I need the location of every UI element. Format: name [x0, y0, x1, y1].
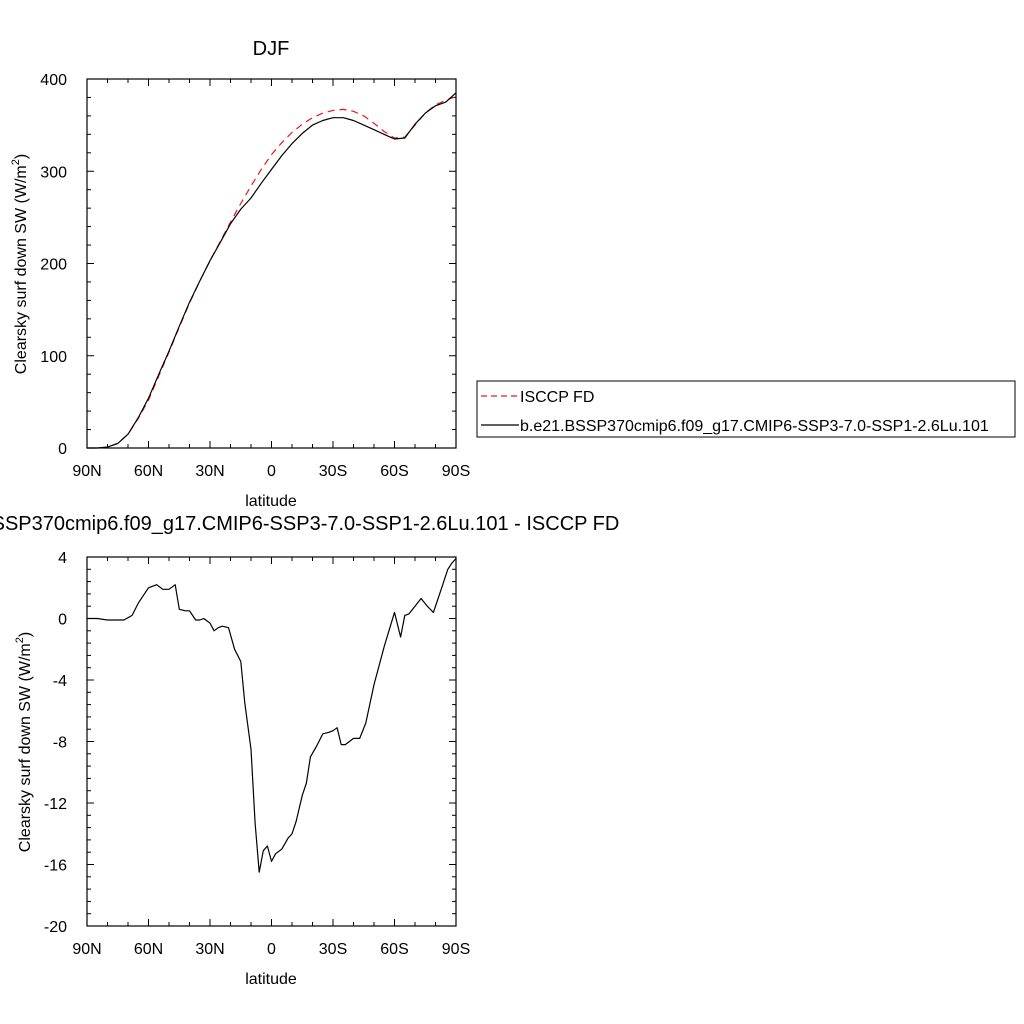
top-plot-frame	[86, 78, 457, 449]
top-x-tick-label: 0	[267, 463, 276, 480]
top-y-axis-label: Clearsky surf down SW (W/m2)	[10, 154, 30, 374]
legend-label-model: b.e21.BSSP370cmip6.f09_g17.CMIP6-SSP3-7.…	[520, 418, 989, 435]
top-series-layer	[87, 92, 457, 449]
top-x-tick-label: 30N	[195, 463, 224, 480]
bottom-series-layer	[87, 558, 457, 873]
legend: ISCCP FD b.e21.BSSP370cmip6.f09_g17.CMIP…	[476, 380, 1016, 438]
top-x-tick-label: 90S	[442, 463, 470, 480]
bottom-y-tick-label: -4	[53, 673, 67, 690]
top-y-tick-label: 0	[58, 441, 67, 458]
bottom-x-tick-label: 90S	[442, 941, 470, 958]
bottom-y-tick-label: 4	[58, 550, 67, 567]
bottom-y-tick-label: 0	[58, 612, 67, 629]
bottom-y-tick-label: -8	[53, 735, 67, 752]
bottom-axis-ticks: 90N 60N 30N 0 30S 60S 90S -20 -16 -12 -8 -4 0 4	[44, 550, 470, 958]
top-y-tick-label: 300	[40, 164, 67, 181]
top-series-line-0	[87, 95, 457, 449]
top-series-line-1	[87, 92, 457, 449]
top-axis-ticks: 90N 60N 30N 0 30S 60S 90S 0 100 200 300 400	[40, 72, 470, 480]
legend-label-isccp: ISCCP FD	[520, 389, 594, 406]
bottom-x-tick-label: 60N	[134, 941, 163, 958]
top-x-tick-label: 60N	[134, 463, 163, 480]
bottom-y-tick-label: -12	[44, 796, 67, 813]
top-x-tick-label: 30S	[319, 463, 347, 480]
top-x-tick-label: 90N	[72, 463, 101, 480]
top-chart-title: DJF	[253, 38, 290, 60]
bottom-y-tick-label: -20	[44, 919, 67, 936]
top-y-tick-label: 100	[40, 349, 67, 366]
bottom-x-tick-label: 30S	[319, 941, 347, 958]
top-y-tick-label: 400	[40, 72, 67, 89]
bottom-chart: b.e21.BSSP370cmip6.f09_g17.CMIP6-SSP3-7.…	[0, 513, 619, 988]
bottom-y-axis-label: Clearsky surf down SW (W/m2)	[14, 632, 34, 852]
bottom-series-line-0	[87, 558, 457, 873]
top-chart: DJF 90N 60N 30N 0 30S 60S 90S 0 100 200 300 400 lat…	[10, 38, 470, 510]
bottom-x-tick-label: 0	[267, 941, 276, 958]
bottom-chart-title: b.e21.BSSP370cmip6.f09_g17.CMIP6-SSP3-7.…	[0, 513, 619, 535]
top-x-tick-label: 60S	[380, 463, 408, 480]
bottom-x-tick-label: 90N	[72, 941, 101, 958]
legend-box	[476, 380, 1016, 438]
bottom-y-tick-label: -16	[44, 858, 67, 875]
bottom-x-axis-label: latitude	[245, 971, 297, 988]
bottom-plot-frame	[86, 556, 457, 927]
bottom-x-tick-label: 60S	[380, 941, 408, 958]
top-x-axis-label: latitude	[245, 493, 297, 510]
top-y-tick-label: 200	[40, 257, 67, 274]
bottom-x-tick-label: 30N	[195, 941, 224, 958]
